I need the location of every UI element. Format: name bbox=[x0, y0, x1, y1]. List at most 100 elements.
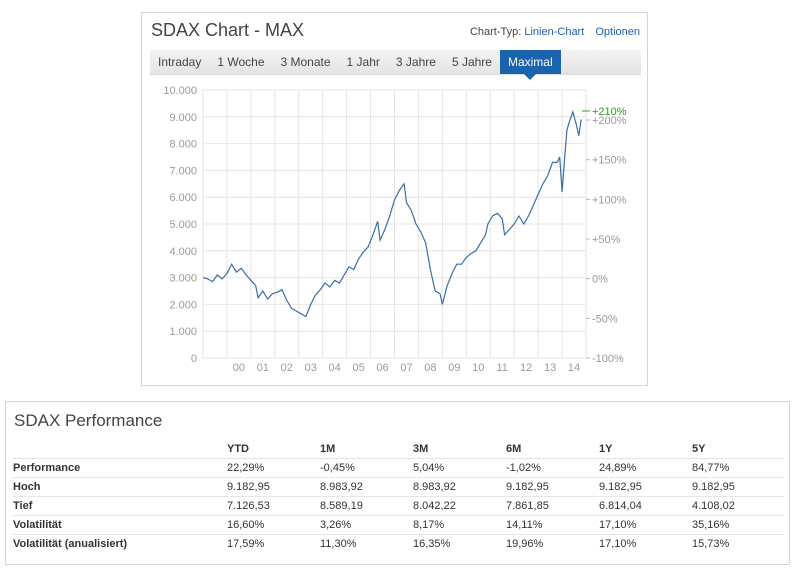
series-line bbox=[202, 110, 582, 318]
y-tick-label: 2.000 bbox=[169, 299, 197, 311]
x-tick-label: 00 bbox=[233, 362, 245, 374]
y2-tick-label: +150% bbox=[592, 155, 627, 167]
row-label: Volatilität bbox=[13, 515, 227, 535]
y2-tick-label: -50% bbox=[592, 313, 618, 325]
y-tick-label: 1.000 bbox=[169, 326, 197, 338]
x-tick-label: 11 bbox=[497, 362, 508, 374]
y-tick-label: 4.000 bbox=[169, 246, 197, 258]
y-tick-label: 0 bbox=[191, 353, 197, 365]
performance-title: SDAX Performance bbox=[14, 411, 163, 430]
column-header: YTD bbox=[227, 440, 320, 459]
table-cell: 9.182,95 bbox=[506, 477, 599, 497]
table-cell: 8.983,92 bbox=[320, 477, 413, 497]
x-tick-label: 10 bbox=[472, 362, 484, 374]
table-cell: 22,29% bbox=[227, 458, 320, 478]
y-tick-label: 6.000 bbox=[169, 192, 197, 204]
table-cell: 16,60% bbox=[227, 515, 320, 535]
tab-5-jahre[interactable]: 5 Jahre bbox=[451, 55, 492, 69]
x-tick-label: 08 bbox=[424, 362, 436, 374]
options-link[interactable]: Optionen bbox=[595, 26, 640, 38]
y-tick-label: 3.000 bbox=[169, 273, 197, 285]
table-cell: 84,77% bbox=[692, 458, 784, 478]
x-tick-label: 05 bbox=[352, 362, 364, 374]
row-label: Tief bbox=[13, 496, 227, 516]
table-cell: -1,02% bbox=[506, 458, 599, 478]
table-cell: 7.861,85 bbox=[506, 496, 599, 516]
x-tick-label: 07 bbox=[400, 362, 412, 374]
x-tick-label: 13 bbox=[544, 362, 556, 374]
chart-title: SDAX Chart - MAX bbox=[151, 20, 305, 40]
table-cell: 35,16% bbox=[692, 515, 784, 535]
table-cell: 9.182,95 bbox=[227, 477, 320, 497]
column-header: 3M bbox=[413, 440, 506, 459]
table-cell: 9.182,95 bbox=[599, 477, 692, 497]
y2-tick-label: -100% bbox=[592, 353, 624, 365]
y2-tick-label: +50% bbox=[592, 234, 621, 246]
tab-1-woche[interactable]: 1 Woche bbox=[217, 55, 265, 69]
table-cell: 16,35% bbox=[413, 538, 451, 550]
y2-tick-label: 0% bbox=[592, 274, 608, 286]
column-header: 1M bbox=[320, 440, 413, 459]
table-cell: 7.126,53 bbox=[227, 496, 320, 516]
column-header: 1Y bbox=[599, 440, 692, 459]
table-cell: 8,17% bbox=[413, 515, 506, 535]
row-label: Performance bbox=[13, 458, 227, 478]
performance-table: YTD 1M 3M 6M 1Y 5Y Performance 22,29% -0,45% 5,0… bbox=[13, 440, 784, 553]
table-cell: 8.589,19 bbox=[320, 496, 413, 516]
chart-panel: SDAX Chart - MAX Chart-Typ: Linien-Chart… bbox=[141, 12, 648, 386]
table-row: Hoch 9.182,95 8.983,92 8.983,92 9.182,95 9.18… bbox=[13, 477, 784, 497]
range-tabs: Intraday 1 Woche 3 Monate 1 Jahr 3 Jahre 5 Ja… bbox=[150, 50, 641, 80]
y-tick-label: 9.000 bbox=[169, 112, 197, 124]
column-header: 5Y bbox=[692, 440, 784, 459]
x-tick-label: 01 bbox=[257, 362, 269, 374]
table-row: Volatilität 16,60% 3,26% 8,17% 14,11% 17,10% 3… bbox=[13, 515, 784, 535]
column-header: 6M bbox=[506, 440, 599, 459]
line-chart: 0 1.000 2.000 3.000 4.000 5.000 6.000 7.000 8.00… bbox=[163, 85, 627, 374]
x-tick-label: 14 bbox=[568, 362, 580, 374]
tab-1-jahr[interactable]: 1 Jahr bbox=[346, 55, 380, 69]
y-tick-label: 8.000 bbox=[169, 139, 197, 151]
table-cell: -0,45% bbox=[320, 458, 413, 478]
y-tick-label: 10.000 bbox=[163, 85, 197, 97]
table-cell: 4.108,02 bbox=[692, 496, 784, 516]
table-cell: 19,96% bbox=[506, 538, 544, 550]
chart-type-selector: Chart-Typ: Linien-Chart Optionen bbox=[470, 26, 640, 38]
x-tick-label: 06 bbox=[376, 362, 388, 374]
performance-panel: SDAX Performance YTD 1M 3M 6M 1Y 5Y Performan… bbox=[5, 401, 790, 565]
table-cell: 8.042,22 bbox=[413, 496, 506, 516]
table-row: Tief 7.126,53 8.589,19 8.042,22 7.861,85 6.81… bbox=[13, 496, 784, 516]
table-cell: 5,04% bbox=[413, 458, 506, 478]
row-label: Volatilität (anualisiert) bbox=[13, 538, 128, 550]
table-cell: 11,30% bbox=[320, 538, 357, 550]
table-cell: 8.983,92 bbox=[413, 477, 506, 497]
tab-intraday[interactable]: Intraday bbox=[158, 55, 202, 69]
table-cell: 14,11% bbox=[506, 515, 599, 535]
y2-tick-label: +100% bbox=[592, 194, 627, 206]
y-tick-label: 7.000 bbox=[169, 165, 197, 177]
table-cell: 15,73% bbox=[692, 538, 730, 550]
tab-maximal[interactable]: Maximal bbox=[499, 50, 561, 80]
x-tick-label: 12 bbox=[520, 362, 532, 374]
table-cell: 9.182,95 bbox=[692, 477, 784, 497]
current-change-label: +210% bbox=[592, 106, 627, 118]
x-tick-label: 03 bbox=[305, 362, 317, 374]
table-header-row: YTD 1M 3M 6M 1Y 5Y bbox=[13, 440, 784, 459]
x-tick-label: 02 bbox=[281, 362, 293, 374]
table-row: Performance 22,29% -0,45% 5,04% -1,02% 24,89%… bbox=[13, 458, 784, 478]
tab-3-monate[interactable]: 3 Monate bbox=[280, 55, 331, 69]
column-header bbox=[13, 440, 227, 459]
table-cell: 3,26% bbox=[320, 515, 413, 535]
chart-type-label: Chart-Typ: bbox=[469, 26, 522, 38]
table-cell: 6.814,04 bbox=[599, 496, 692, 516]
y2-tick-label: +200% bbox=[592, 115, 627, 127]
table-cell: 17,10% bbox=[599, 515, 692, 535]
y-tick-label: 5.000 bbox=[169, 219, 197, 231]
row-label: Hoch bbox=[13, 477, 227, 497]
table-cell: 17,10% bbox=[599, 538, 637, 550]
x-tick-label: 09 bbox=[448, 362, 460, 374]
table-cell: 24,89% bbox=[599, 458, 692, 478]
tab-3-jahre[interactable]: 3 Jahre bbox=[395, 55, 436, 69]
chart-type-link[interactable]: Linien-Chart bbox=[524, 26, 585, 38]
table-cell: 17,59% bbox=[227, 538, 265, 550]
x-tick-label: 04 bbox=[329, 362, 341, 374]
